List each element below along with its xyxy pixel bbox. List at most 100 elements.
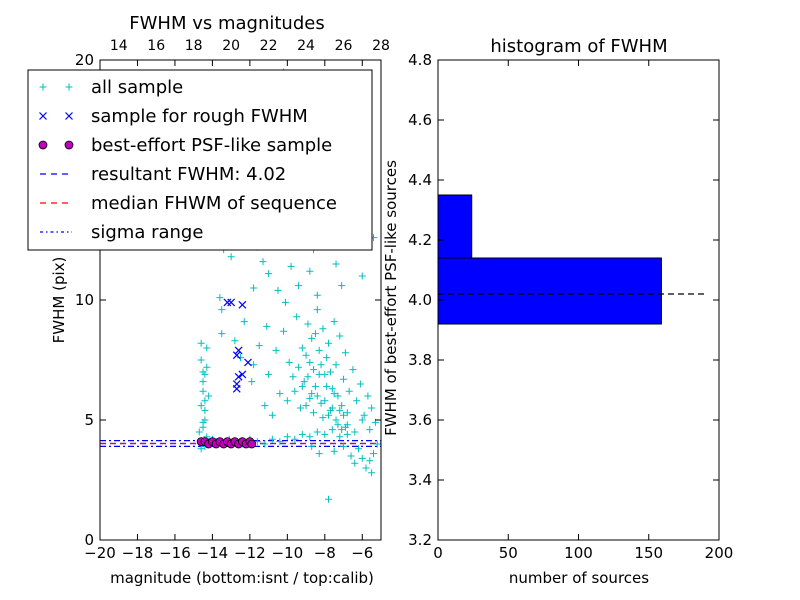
point-all-sample xyxy=(325,411,333,419)
point-all-sample xyxy=(313,392,321,400)
x-tick-label: 50 xyxy=(499,544,518,562)
point-all-sample xyxy=(343,430,351,438)
point-all-sample xyxy=(237,354,244,362)
point-all-sample xyxy=(300,378,308,386)
legend-marker xyxy=(38,140,48,150)
x-tick-label: −14 xyxy=(197,544,229,562)
point-all-sample xyxy=(296,404,304,412)
point-all-sample xyxy=(250,284,258,292)
x-tick-label: 150 xyxy=(634,544,663,562)
point-all-sample xyxy=(362,464,370,472)
legend-marker xyxy=(65,112,73,120)
y-tick-label: 3.4 xyxy=(408,471,432,489)
top-x-tick-label: 14 xyxy=(110,38,128,54)
right-ticks: 0 50 100 150 200 3.2 3.4 3.6 3.8 4.0 4.2 4.4 4.6 4.8 xyxy=(408,51,733,562)
point-all-sample xyxy=(340,375,348,383)
point-all-sample xyxy=(268,435,276,443)
point-all-sample xyxy=(289,373,297,381)
legend-label: sigma range xyxy=(91,222,203,243)
point-all-sample xyxy=(310,409,318,417)
point-all-sample xyxy=(259,258,267,266)
point-all-sample xyxy=(336,433,344,441)
point-all-sample xyxy=(283,433,291,441)
point-all-sample xyxy=(364,392,372,400)
right-y-axis-label: FWHM of best-effort PSF-like sources xyxy=(382,160,400,436)
point-rough-sample xyxy=(234,372,243,381)
point-all-sample xyxy=(317,399,325,407)
point-rough-sample xyxy=(232,351,241,360)
point-all-sample xyxy=(334,392,342,400)
point-all-sample xyxy=(308,334,316,342)
y-tick-label: 4.8 xyxy=(408,51,432,69)
point-all-sample xyxy=(287,262,295,270)
point-all-sample xyxy=(351,428,359,436)
point-all-sample xyxy=(201,370,209,378)
point-all-sample xyxy=(368,404,376,412)
point-all-sample xyxy=(325,495,333,503)
point-all-sample xyxy=(358,416,366,424)
point-all-sample xyxy=(356,380,364,388)
point-all-sample xyxy=(197,402,205,410)
point-all-sample xyxy=(313,428,321,436)
legend-marker xyxy=(65,83,73,91)
point-all-sample xyxy=(265,270,273,278)
point-all-sample xyxy=(321,397,329,405)
point-all-sample xyxy=(313,306,321,314)
point-all-sample xyxy=(272,346,280,354)
point-all-sample xyxy=(351,459,359,467)
point-all-sample xyxy=(280,327,288,335)
point-all-sample xyxy=(199,387,207,395)
point-all-sample xyxy=(298,430,306,438)
point-all-sample xyxy=(308,442,316,450)
point-all-sample xyxy=(325,339,333,347)
left-x-axis-label: magnitude (bottom:isnt / top:calib) xyxy=(110,569,374,587)
point-psf-sample xyxy=(247,439,257,449)
right-x-axis-label: number of sources xyxy=(509,569,649,587)
point-all-sample xyxy=(205,392,213,400)
point-all-sample xyxy=(199,418,207,426)
point-all-sample xyxy=(347,452,355,460)
point-all-sample xyxy=(332,361,340,369)
point-all-sample xyxy=(368,469,376,477)
point-all-sample xyxy=(218,306,226,314)
point-all-sample xyxy=(373,440,381,448)
point-all-sample xyxy=(330,447,338,455)
point-all-sample xyxy=(336,406,344,414)
point-all-sample xyxy=(291,387,299,395)
point-all-sample xyxy=(268,411,276,419)
point-all-sample xyxy=(315,346,323,354)
left-y-axis-label: FWHM (pix) xyxy=(50,257,68,344)
y-tick-label: 3.2 xyxy=(408,531,432,549)
point-rough-sample xyxy=(232,384,241,393)
point-all-sample xyxy=(304,373,312,381)
y-tick-label: 5 xyxy=(84,411,94,429)
left-ticks: −20 −18 −16 −14 −12 −10 −8 −6 14 16 18 20 22 24 26 28 0 5… xyxy=(75,38,390,562)
point-all-sample xyxy=(261,402,269,410)
point-all-sample xyxy=(197,356,205,364)
x-tick-label: 0 xyxy=(433,544,443,562)
point-all-sample xyxy=(366,457,374,465)
legend-marker xyxy=(39,83,47,91)
point-all-sample xyxy=(338,402,346,410)
right-panel: 0 50 100 150 2003.23.43.63.84.04.24.44.64.8 … xyxy=(382,36,733,587)
point-rough-sample xyxy=(234,346,243,355)
point-all-sample xyxy=(295,282,303,290)
point-all-sample xyxy=(308,390,316,398)
point-all-sample xyxy=(328,385,336,393)
point-all-sample xyxy=(248,378,256,386)
point-all-sample xyxy=(334,421,342,429)
left-panel: −20 −18 −16 −14 −12 −10 −8 −6 14 16 18 20 22 24 26 28 0 5… xyxy=(27,13,390,587)
legend-label: median FHWM of sequence xyxy=(91,193,337,214)
point-all-sample xyxy=(263,322,271,330)
point-all-sample xyxy=(341,423,349,431)
point-all-sample xyxy=(370,450,378,458)
top-x-tick-label: 18 xyxy=(185,38,203,54)
legend-items: all sample sample for rough FWHM best-effo… xyxy=(38,77,337,243)
y-tick-label: 10 xyxy=(75,291,94,309)
right-title: histogram of FWHM xyxy=(490,36,667,57)
point-all-sample xyxy=(203,363,211,371)
point-all-sample xyxy=(255,342,263,350)
y-tick-label: 4.6 xyxy=(408,111,432,129)
top-x-tick-label: 20 xyxy=(222,38,240,54)
